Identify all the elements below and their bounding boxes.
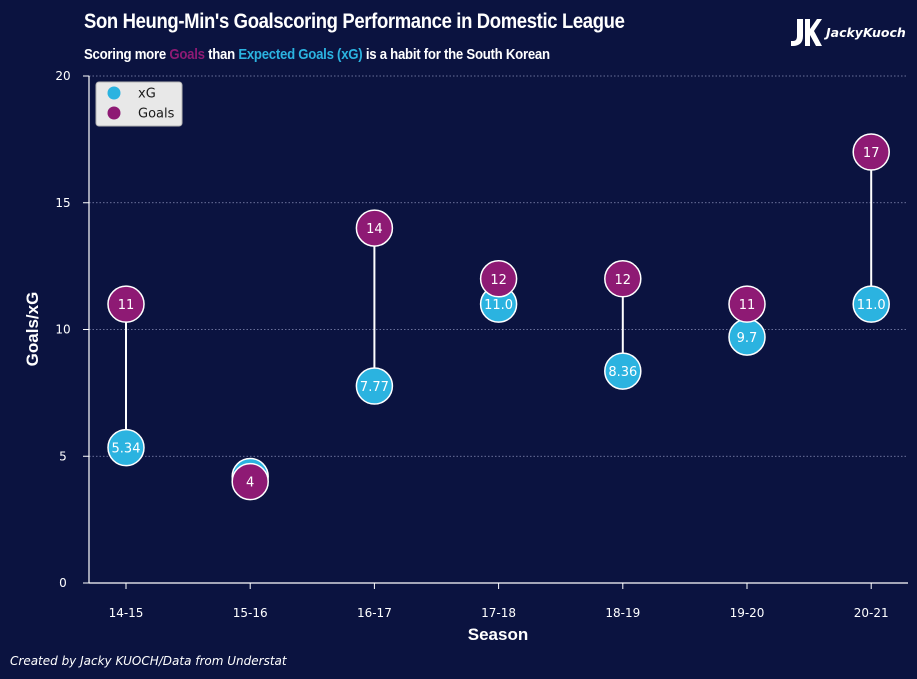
goals-marker xyxy=(852,133,890,171)
goals-marker xyxy=(231,462,269,501)
xg-marker xyxy=(107,428,145,467)
goals-value-label: 12 xyxy=(490,273,507,288)
chart-subtitle: Scoring more Goals than Expected Goals (… xyxy=(84,46,550,63)
goals-marker xyxy=(479,260,518,298)
xg-value-label: 11.0 xyxy=(484,298,513,313)
legend: xG Goals xyxy=(95,81,183,127)
xg-marker xyxy=(604,352,642,390)
xg-value-label: 9.7 xyxy=(737,331,758,346)
subtitle-suffix: is a habit for the South Korean xyxy=(362,46,550,63)
legend-xg-swatch xyxy=(107,86,121,100)
goals-value-label: 14 xyxy=(366,222,383,237)
goals-value-label: 11 xyxy=(739,298,756,313)
y-tick-label: 20 xyxy=(55,69,70,83)
xg-marker xyxy=(852,285,890,323)
legend-xg-label: xG xyxy=(138,87,156,102)
chart-title: Son Heung-Min's Goalscoring Performance … xyxy=(84,10,625,33)
grid xyxy=(89,75,908,457)
subtitle-goals-highlight: Goals xyxy=(169,46,205,63)
goals-value-label: 12 xyxy=(615,273,632,288)
logo-text: JackyKuoch xyxy=(826,24,906,40)
credit-footer: Created by Jacky KUOCH/Data from Underst… xyxy=(10,654,287,668)
axes: 0 5 10 15 20 14-15 15-16 16-17 17-18 18-19 19-20 20… xyxy=(55,69,908,620)
subtitle-prefix: Scoring more xyxy=(84,46,170,63)
goals-value-label: 4 xyxy=(246,476,254,491)
x-axis-title: Season xyxy=(468,625,528,644)
x-tick-label: 15-16 xyxy=(233,606,268,620)
markers: 5.34 7.77 11.0 8.36 9.7 11.0 11 4 14 12 12 11 17 xyxy=(107,133,890,501)
xg-value-label: 8.36 xyxy=(608,365,637,380)
y-tick-label: 15 xyxy=(55,196,70,210)
subtitle-middle: than xyxy=(204,46,239,63)
y-tick-label: 10 xyxy=(55,323,70,337)
x-tick-label: 16-17 xyxy=(357,606,392,620)
xg-value-label: 7.77 xyxy=(360,380,389,395)
goals-marker xyxy=(604,260,642,298)
y-axis-title: Goals/xG xyxy=(23,292,42,367)
jk-monogram-icon xyxy=(791,19,822,46)
y-tick-label: 5 xyxy=(59,449,67,463)
x-tick-label: 17-18 xyxy=(481,606,516,620)
goals-value-label: 11 xyxy=(118,298,135,313)
x-tick-label: 14-15 xyxy=(109,606,144,620)
y-tick-label: 0 xyxy=(59,576,67,590)
legend-goals-swatch xyxy=(107,106,121,120)
x-tick-label: 20-21 xyxy=(854,606,889,620)
xg-marker xyxy=(355,367,394,405)
xg-value-label: 5.34 xyxy=(112,442,141,457)
x-tick-label: 18-19 xyxy=(605,606,640,620)
goals-value-label: 17 xyxy=(863,146,880,161)
goals-marker xyxy=(355,209,394,247)
goals-marker xyxy=(107,285,145,323)
legend-goals-label: Goals xyxy=(138,107,175,122)
xg-value-label: 11.0 xyxy=(857,298,886,313)
x-tick-label: 19-20 xyxy=(730,606,765,620)
subtitle-xg-highlight: Expected Goals (xG) xyxy=(238,46,363,63)
goals-marker xyxy=(728,285,766,323)
brand-logo: JackyKuoch xyxy=(788,16,906,48)
